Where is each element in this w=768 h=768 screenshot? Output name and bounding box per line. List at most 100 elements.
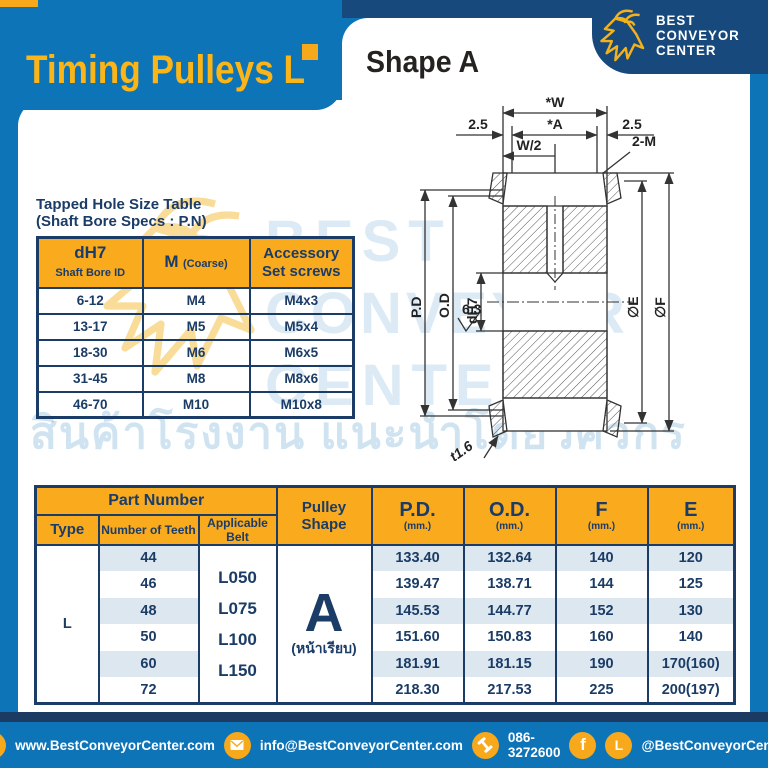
pd-value: 151.60: [371, 624, 465, 651]
thread-size: M4: [141, 286, 251, 315]
dim-label-width: *W: [546, 94, 565, 110]
teeth-value: 60: [98, 650, 200, 677]
m-header-sub: (Coarse): [183, 258, 228, 271]
table-row: 6-12 M4 M4x3: [36, 286, 355, 315]
od-value: 138.71: [463, 571, 557, 598]
table-row: 72 218.30 217.53 225 200(197): [36, 677, 736, 704]
table-row: 50 151.60 150.83 160 140: [36, 624, 736, 651]
pulley-shape-value: A (หน้าเรียบ): [276, 544, 373, 704]
belt-value: L050: [218, 567, 257, 587]
footer-divider: [0, 712, 768, 722]
pd-value: 133.40: [371, 544, 465, 571]
dim-label-roughness: 6.3: [462, 301, 482, 317]
teeth-header: Number of Teeth: [98, 514, 200, 546]
e-header-unit: (mm.): [677, 520, 705, 532]
f-header-unit: (mm.): [587, 520, 616, 532]
shape-letter: A: [304, 582, 344, 643]
footer-social-handle: @BestConveyorCenter: [641, 737, 768, 753]
belt-values: L050 L075 L100 L150: [198, 544, 278, 704]
set-screw: M4x3: [248, 286, 355, 315]
e-value: 140: [647, 624, 736, 651]
tapped-col-m-header: M (Coarse): [141, 236, 251, 289]
footer-phone: 086-3272600: [507, 730, 561, 760]
dim-label-flange-e: ∅E: [625, 296, 641, 318]
pd-value: 145.53: [371, 597, 465, 624]
bore-header-sub: Shaft Bore ID: [55, 267, 126, 280]
tapped-table-title: Tapped Hole Size Table (Shaft Bore Specs…: [36, 196, 207, 230]
page-title: Timing Pulleys L: [26, 48, 306, 92]
table-row: 60 181.91 181.15 190 170(160): [36, 650, 736, 677]
table-row: 31-45 M8 M8x6: [36, 364, 355, 393]
type-header: Type: [35, 514, 100, 546]
od-header: O.D. (mm.): [463, 486, 557, 546]
dim-label-thickness: t1.6: [447, 437, 476, 464]
tapped-hole-table: dH7 Shaft Bore ID M (Coarse) Accessory S…: [36, 236, 355, 419]
pd-value: 139.47: [371, 571, 465, 598]
phone-icon: [471, 731, 499, 759]
pd-value: 181.91: [371, 650, 465, 677]
tapped-table-title-line1: Tapped Hole Size Table: [36, 196, 202, 213]
dim-label-bore: dH7: [464, 297, 480, 324]
od-header-unit: (mm.): [495, 520, 524, 532]
accessory-header-line1: Accessory: [263, 244, 340, 262]
e-value: 130: [647, 597, 736, 624]
e-value: 200(197): [647, 677, 736, 704]
od-value: 217.53: [463, 677, 557, 704]
belt-value: L100: [218, 629, 257, 649]
shape-heading: Shape A: [366, 44, 480, 79]
footer-bar: www.BestConveyorCenter.com info@BestConv…: [0, 722, 768, 768]
belt-value: L150: [218, 660, 257, 680]
email-icon: [223, 731, 251, 759]
dim-label-left-offset: 2.5: [468, 116, 488, 132]
e-header: E (mm.): [647, 486, 736, 546]
line-icon: L: [605, 731, 633, 759]
e-header-label: E: [684, 498, 698, 521]
bore-range: 13-17: [36, 312, 144, 341]
pd-header-unit: (mm.): [403, 520, 432, 532]
globe-icon: [0, 731, 7, 759]
table-row: L 44 L050 L075 L100 L150 A (หน้าเรียบ) 1…: [35, 544, 736, 704]
tapped-col-bore-header: dH7 Shaft Bore ID: [36, 236, 144, 289]
belt-header: Applicable Belt: [198, 514, 278, 546]
orange-accent-square: [302, 44, 318, 60]
goat-icon: [600, 9, 645, 62]
thread-size: M10: [141, 390, 251, 419]
title-banner: [0, 0, 342, 110]
dim-label-outer-diameter: O.D: [436, 293, 452, 318]
logo-line2: CONVEYOR: [656, 26, 740, 43]
tapped-header-row: dH7 Shaft Bore ID M (Coarse) Accessory S…: [36, 236, 355, 289]
pd-header: P.D. (mm.): [371, 486, 465, 546]
e-value: 125: [647, 571, 736, 598]
e-value: 120: [647, 544, 736, 571]
company-logo: BEST CONVEYOR CENTER: [598, 6, 744, 64]
bore-header-main: dH7: [74, 243, 107, 263]
table-row: 46 139.47 138.71 144 125: [36, 571, 736, 598]
pulley-technical-drawing: *W *A 2.5 2.5 W/2 2-M P.D O.D dH7 6.3 ∅E…: [408, 94, 674, 464]
teeth-value: 50: [98, 624, 200, 651]
dim-label-flange-f: ∅F: [652, 297, 668, 318]
table-row: 48 145.53 144.77 152 130: [36, 597, 736, 624]
table-row: 46-70 M10 M10x8: [36, 390, 355, 419]
tapped-table-title-line2: (Shaft Bore Specs : P.N): [36, 213, 207, 230]
bore-range: 31-45: [36, 364, 144, 393]
teeth-value: 46: [98, 571, 200, 598]
f-header-label: F: [595, 498, 608, 521]
accessory-header-line2: Set screws: [262, 262, 341, 280]
tapped-col-accessory-header: Accessory Set screws: [248, 236, 355, 289]
f-value: 160: [555, 624, 649, 651]
table-row: 18-30 M6 M6x5: [36, 338, 355, 367]
bore-range: 18-30: [36, 338, 144, 367]
spec-header-row1: Part Number Pulley Shape P.D. (mm.) O.D.…: [35, 486, 736, 546]
footer-email: info@BestConveyorCenter.com: [259, 737, 463, 753]
footer-website: www.BestConveyorCenter.com: [15, 737, 215, 753]
logo-text: BEST CONVEYOR CENTER: [656, 12, 740, 58]
m-header-main: M: [164, 252, 179, 272]
f-value: 140: [555, 544, 649, 571]
logo-line3: CENTER: [656, 41, 717, 58]
type-value: L: [35, 544, 100, 704]
table-row: 13-17 M5 M5x4: [36, 312, 355, 341]
dim-label-pitch-diameter: P.D: [408, 296, 424, 318]
dim-label-tapped-hole: 2-M: [632, 133, 656, 149]
dim-label-right-offset: 2.5: [622, 116, 642, 132]
